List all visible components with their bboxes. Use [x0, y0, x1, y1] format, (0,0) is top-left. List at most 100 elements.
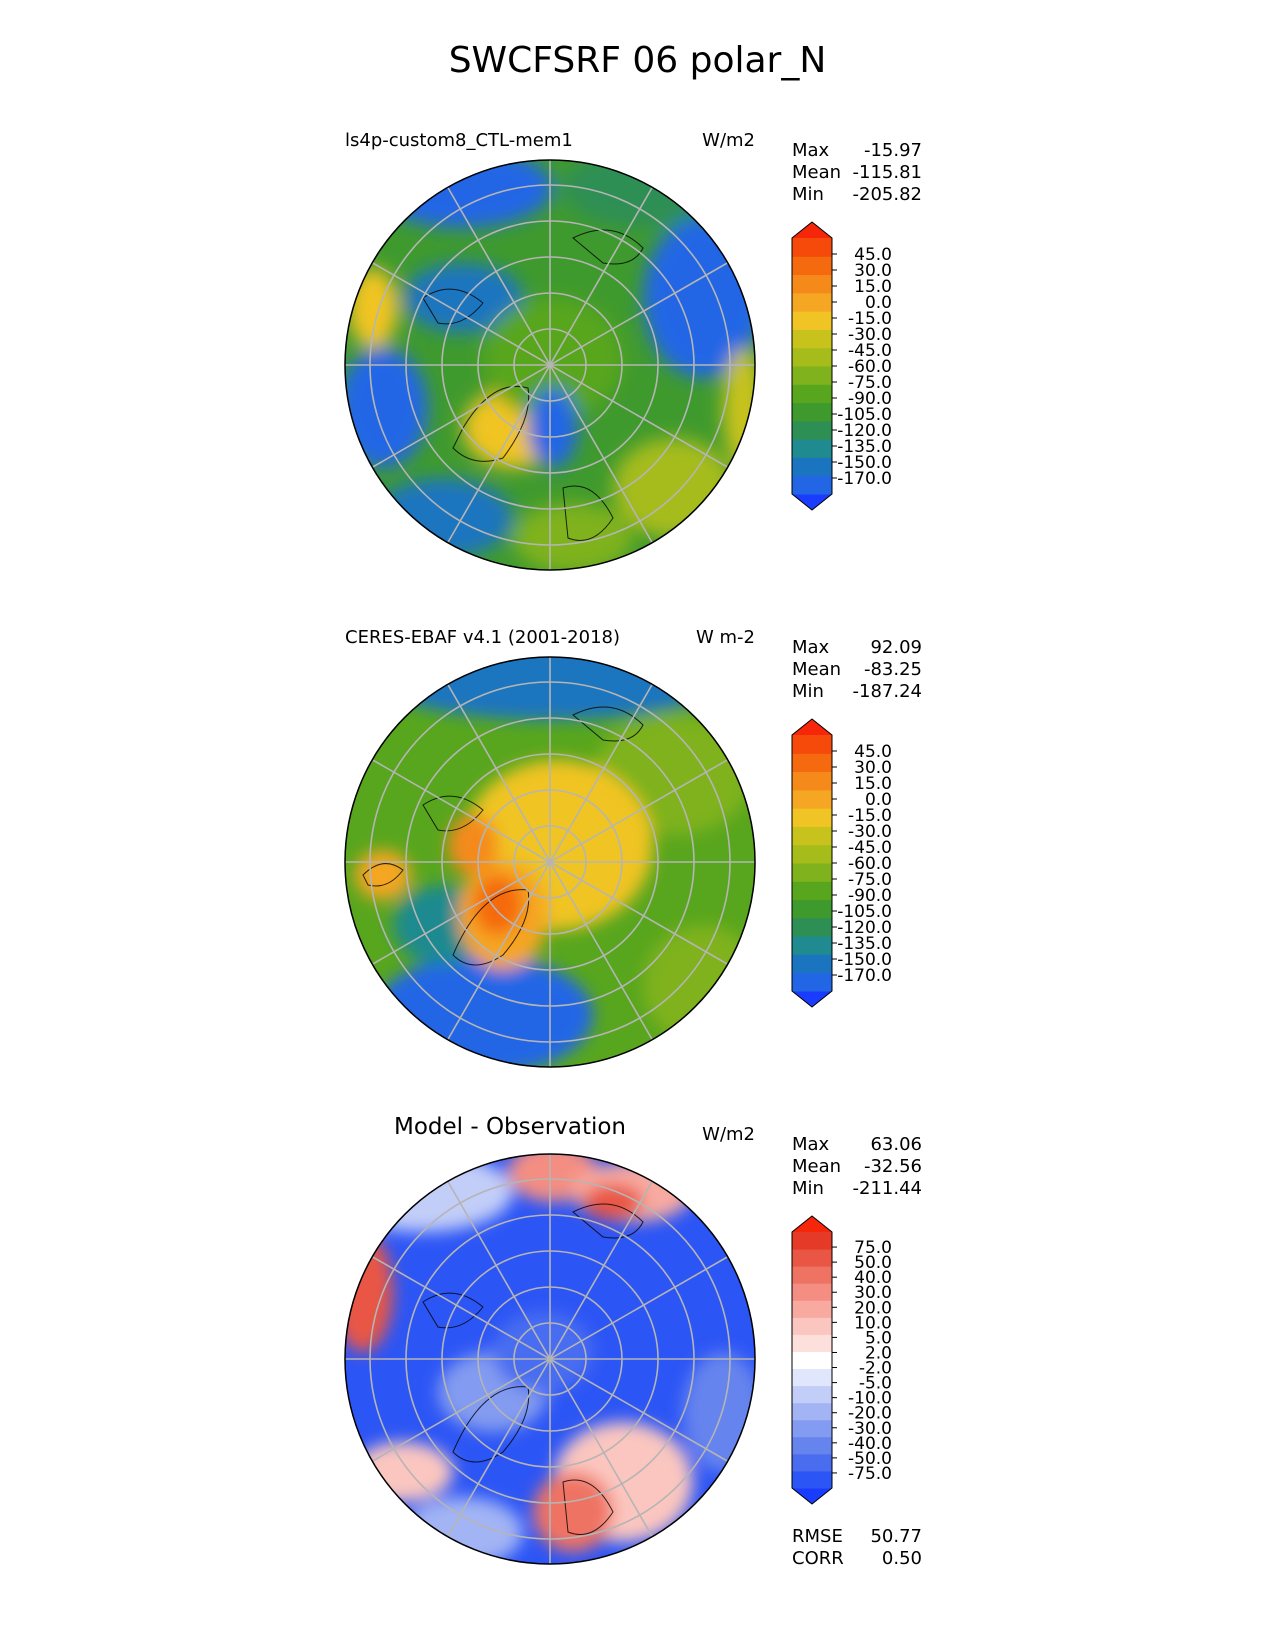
colorbar-segment: [792, 1436, 832, 1455]
colorbar-segment: [792, 899, 832, 919]
colorbar-segment: [792, 347, 832, 367]
colorbar-segment: [792, 753, 832, 773]
figure-title: SWCFSRF 06 polar_N: [448, 40, 827, 81]
colorbar-tick-label: -120.0: [837, 421, 892, 441]
colorbar-tick-label: 45.0: [854, 742, 892, 762]
colorbar-tick-label: 2.0: [865, 1343, 892, 1363]
colorbar-outline: [791, 221, 833, 511]
colorbar-segment: [792, 1266, 832, 1284]
colorbar-tick-label: 40.0: [854, 1268, 892, 1288]
colorbar-tick-label: 45.0: [854, 245, 892, 265]
max-label: Max: [792, 140, 830, 161]
colorbar-tick-label: 15.0: [854, 774, 892, 794]
mean-label: Mean: [792, 659, 842, 680]
min-label: Min: [792, 681, 824, 702]
panel-diff: Model - Observation W/m2 Max 63.06 Mean -3…: [0, 1114, 1275, 1604]
colorbar-segment: [792, 735, 832, 754]
colorbar-tick-label: -105.0: [837, 902, 892, 922]
min-value: -211.44: [852, 1178, 922, 1199]
colorbar-extend-max: [792, 1216, 832, 1232]
max-value: 92.09: [870, 637, 922, 658]
colorbar-tick-label: -150.0: [837, 453, 892, 473]
colorbar-segment: [792, 1351, 832, 1370]
panel-units: W/m2: [702, 130, 755, 151]
colorbar-extend-min: [792, 991, 832, 1007]
colorbar-tick-label: -75.0: [848, 1464, 892, 1484]
min-label: Min: [792, 1178, 824, 1199]
panel-test: ls4p-custom8_CTL-mem1 W/m2 Max -15.97 Mea…: [0, 130, 1275, 610]
panel-left-title: CERES-EBAF v4.1 (2001-2018): [345, 627, 621, 648]
colorbar-segment: [792, 844, 832, 864]
colorbar-tick-label: 30.0: [854, 1283, 892, 1303]
colorbar-segment: [792, 1317, 832, 1335]
max-label: Max: [792, 1134, 830, 1155]
panel-units: W m-2: [695, 627, 755, 648]
colorbar-segment: [792, 789, 832, 809]
colorbar-tick-label: -90.0: [848, 886, 892, 906]
min-label: Min: [792, 184, 824, 205]
min-value: -205.82: [852, 184, 922, 205]
colorbar-segment: [792, 954, 832, 974]
colorbar-tick-label: -45.0: [848, 341, 892, 361]
colorbar-tick-label: -60.0: [848, 854, 892, 874]
colorbar-tick-label: 20.0: [854, 1298, 892, 1318]
colorbar-segment: [792, 936, 832, 955]
colorbar-tick-label: -135.0: [837, 934, 892, 954]
colorbar-segment: [792, 771, 832, 791]
colorbar-segment: [792, 1249, 832, 1267]
colorbar-tick-label: 15.0: [854, 277, 892, 297]
colorbar-segment: [792, 329, 832, 349]
max-value: 63.06: [870, 1134, 922, 1155]
colorbar-tick-label: 30.0: [854, 261, 892, 281]
colorbar-segment: [792, 439, 832, 458]
mean-label: Mean: [792, 162, 842, 183]
colorbar-segment: [792, 402, 832, 422]
colorbar-segment: [792, 292, 832, 312]
colorbar-segment: [792, 881, 832, 901]
colorbar-segment: [792, 256, 832, 276]
colorbar-tick-label: -15.0: [848, 309, 892, 329]
colorbar-tick-label: -60.0: [848, 357, 892, 377]
panel-center-title: Model - Observation: [393, 1114, 627, 1140]
corr-value: 0.50: [881, 1548, 922, 1569]
colorbar-tick-label: -50.0: [848, 1449, 892, 1469]
stats-box: Max 63.06 Mean -32.56 Min -211.44: [792, 1134, 922, 1200]
rmse-value: 50.77: [870, 1526, 922, 1547]
colorbar-tick-label: -105.0: [837, 405, 892, 425]
colorbar-tick-label: -75.0: [848, 870, 892, 890]
colorbar-tick-label: 5.0: [865, 1328, 892, 1348]
colorbar-tick-label: -170.0: [837, 966, 892, 986]
colorbar-segment: [792, 917, 832, 937]
colorbar-segment: [792, 1453, 832, 1472]
colorbar-extend-max: [792, 719, 832, 735]
colorbar-tick-label: 30.0: [854, 758, 892, 778]
colorbar-tick-label: 75.0: [854, 1238, 892, 1258]
panel-units: W/m2: [702, 1124, 755, 1145]
colorbar-tick-label: -15.0: [848, 806, 892, 826]
mean-value: -83.25: [863, 659, 922, 680]
colorbar-tick-label: -170.0: [837, 469, 892, 489]
colorbar-segment: [792, 863, 832, 882]
colorbar-tick-label: -10.0: [848, 1389, 892, 1409]
metrics-box: RMSE 50.77 CORR 0.50: [792, 1526, 922, 1570]
colorbar-tick-label: 10.0: [854, 1313, 892, 1333]
colorbar: 75.050.040.030.020.010.05.02.0-2.0-5.0-1…: [791, 1215, 892, 1505]
polar-map-reference: [344, 656, 756, 1068]
colorbar-tick-label: 0.0: [865, 293, 892, 313]
colorbar-segment: [792, 1402, 832, 1421]
colorbar-segment: [792, 1419, 832, 1438]
colorbar-tick-label: -45.0: [848, 838, 892, 858]
colorbar-segment: [792, 238, 832, 257]
colorbar-tick-label: -5.0: [859, 1374, 892, 1394]
colorbar-segment: [792, 475, 832, 495]
colorbar-segment: [792, 274, 832, 294]
colorbar-segment: [792, 1368, 832, 1387]
colorbar-outline: [791, 718, 833, 1008]
colorbar-segment: [792, 1300, 832, 1318]
colorbar-segment: [792, 826, 832, 846]
colorbar-outline: [791, 1215, 833, 1505]
mean-value: -32.56: [863, 1156, 922, 1177]
colorbar-tick-label: -30.0: [848, 1419, 892, 1439]
max-value: -15.97: [863, 140, 922, 161]
colorbar-tick-label: -120.0: [837, 918, 892, 938]
